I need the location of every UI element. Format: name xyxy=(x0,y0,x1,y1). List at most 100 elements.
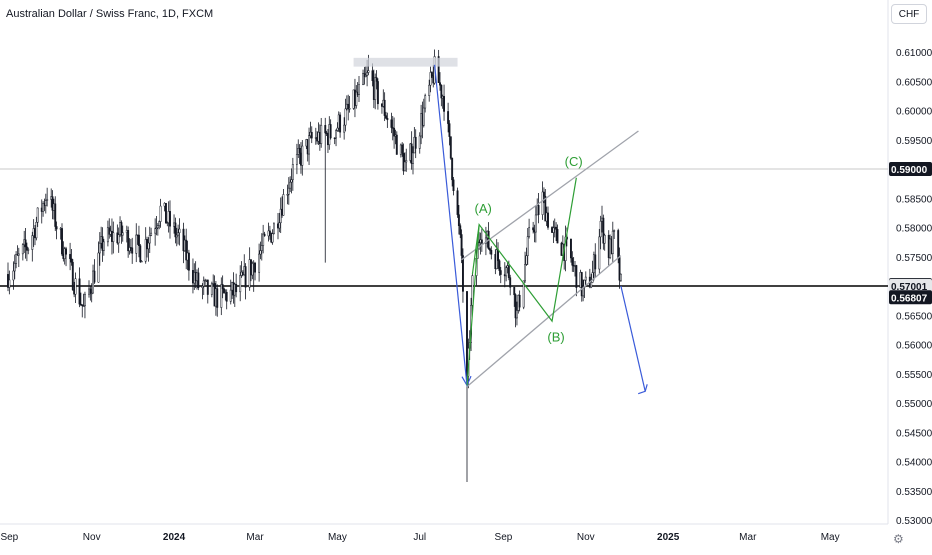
candle-body xyxy=(174,222,177,238)
candle-body xyxy=(138,234,140,246)
candle-body xyxy=(273,223,275,234)
candles xyxy=(7,49,622,482)
candle-body xyxy=(8,279,11,288)
y-tick-label: 0.60000 xyxy=(896,107,932,118)
candle-body xyxy=(343,124,346,133)
candle-body xyxy=(522,280,525,308)
blue-projection-line xyxy=(620,285,646,392)
candle-body xyxy=(216,288,219,308)
candle-body xyxy=(437,56,440,83)
candle-body xyxy=(375,77,378,82)
candle-body xyxy=(489,248,491,251)
candle-body xyxy=(376,81,379,105)
candle-body xyxy=(594,254,597,270)
candle-body xyxy=(158,221,161,226)
price-label-box xyxy=(889,162,932,176)
candle-body xyxy=(128,247,131,252)
candle-body xyxy=(524,264,526,282)
x-tick-label: Nov xyxy=(83,532,101,543)
candle-body xyxy=(456,190,459,215)
candle-body xyxy=(395,134,398,155)
candle-body xyxy=(13,263,16,272)
candle-body xyxy=(31,235,34,250)
candle-body xyxy=(221,284,224,289)
candle-body xyxy=(448,123,451,137)
candle-body xyxy=(71,261,74,291)
candle-body xyxy=(102,241,105,251)
candle-body xyxy=(121,232,124,236)
candle-body xyxy=(65,248,67,255)
x-tick-label: Mar xyxy=(246,532,264,543)
candle-body xyxy=(528,227,531,237)
candle-body xyxy=(457,214,460,226)
candle-body xyxy=(580,272,583,297)
candle-body xyxy=(54,203,57,227)
candle-body xyxy=(263,233,266,237)
y-tick-label: 0.58000 xyxy=(896,224,932,235)
candle-body xyxy=(197,272,200,288)
candle-body xyxy=(74,278,77,295)
currency-button[interactable]: CHF xyxy=(891,4,927,24)
y-tick-label: 0.61000 xyxy=(896,48,932,59)
candle-body xyxy=(480,239,483,244)
candle-body xyxy=(155,227,158,230)
candle-body xyxy=(279,208,282,224)
candle-body xyxy=(90,292,93,295)
price-label-box xyxy=(889,278,932,293)
x-tick-label: 2024 xyxy=(163,532,186,543)
candle-body xyxy=(385,115,387,119)
candle-body xyxy=(571,257,574,266)
candle-body xyxy=(127,230,130,252)
y-tick-label: 0.53500 xyxy=(896,487,932,498)
candle-body xyxy=(42,203,45,212)
candle-body xyxy=(239,275,242,293)
candle-body xyxy=(89,288,92,294)
candle-body xyxy=(447,111,450,124)
y-tick-label: 0.55000 xyxy=(896,399,932,410)
candle-body xyxy=(401,144,404,154)
candle-body xyxy=(518,294,521,308)
y-tick-label: 0.59500 xyxy=(896,136,932,147)
candle-body xyxy=(220,284,223,308)
candle-body xyxy=(225,291,228,302)
candle-body xyxy=(347,103,350,110)
x-tick-label: Jul xyxy=(413,532,426,543)
candle-body xyxy=(364,75,367,77)
candle-body xyxy=(617,230,620,258)
y-tick-label: 0.58500 xyxy=(896,194,932,205)
candle-body xyxy=(513,287,516,296)
candle-body xyxy=(497,249,500,262)
candle-body xyxy=(570,238,572,259)
green-abc-path xyxy=(466,177,577,386)
candle-body xyxy=(84,293,86,307)
candle-body xyxy=(271,233,274,243)
settings-gear-icon[interactable]: ⚙ xyxy=(893,532,904,546)
candle-body xyxy=(148,235,151,244)
candle-body xyxy=(556,229,559,244)
candle-body xyxy=(166,222,169,224)
candle-body xyxy=(25,246,28,251)
candle-body xyxy=(286,194,289,196)
candle-body xyxy=(552,227,555,233)
candle-body xyxy=(544,195,547,222)
candle-body xyxy=(590,282,593,288)
channel-upper xyxy=(461,130,639,261)
y-tick-label: 0.53000 xyxy=(896,516,932,527)
x-tick-label: May xyxy=(328,532,347,543)
candle-body xyxy=(254,262,257,273)
candle-body xyxy=(12,270,15,281)
wave-label: (B) xyxy=(547,330,564,345)
candle-body xyxy=(390,119,393,128)
candle-body xyxy=(449,136,452,159)
candle-body xyxy=(403,161,406,172)
y-tick-label: 0.54000 xyxy=(896,458,932,469)
candle-body xyxy=(154,228,157,234)
y-tick-label: 0.55500 xyxy=(896,370,932,381)
candle-body xyxy=(78,278,81,305)
candle-body xyxy=(156,225,159,229)
candle-body xyxy=(178,228,181,234)
y-tick-label: 0.54500 xyxy=(896,428,932,439)
candle-body xyxy=(555,226,558,230)
candle-body xyxy=(374,77,377,100)
